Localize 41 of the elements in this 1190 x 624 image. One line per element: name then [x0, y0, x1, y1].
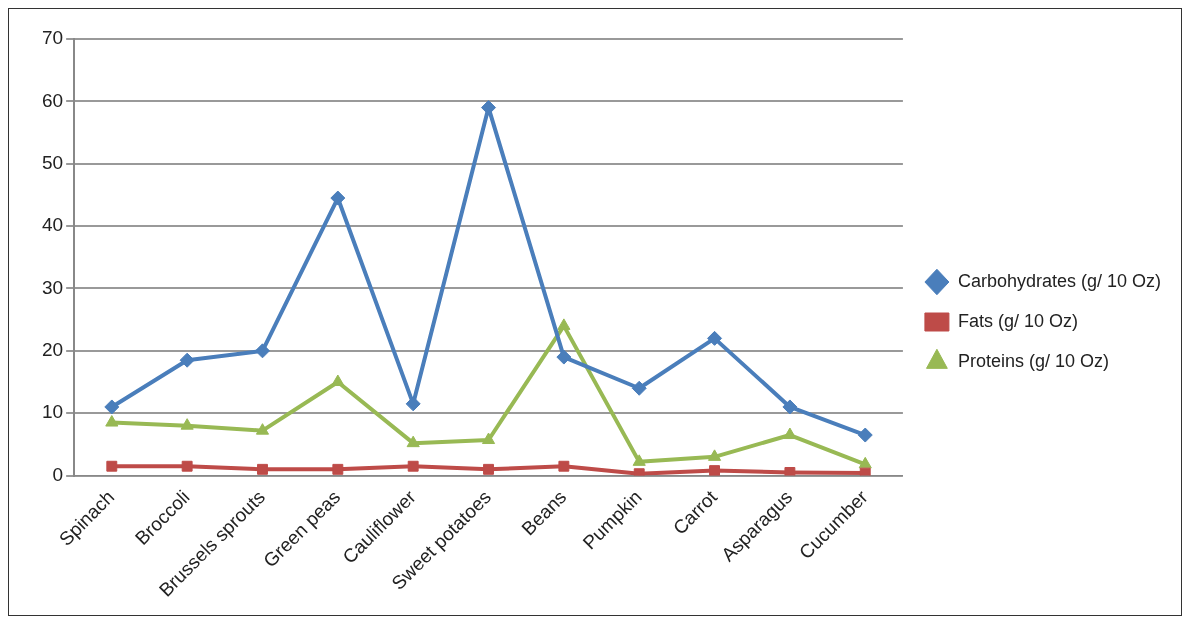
point [330, 190, 346, 206]
point [180, 418, 194, 430]
point [784, 467, 796, 476]
point [332, 463, 344, 475]
point [707, 330, 723, 346]
y-tick-label: 70 [41, 27, 64, 49]
y-tick-label: 20 [41, 339, 64, 361]
point [179, 352, 195, 368]
point [709, 465, 720, 476]
point [181, 460, 193, 472]
y-tick-label: 0 [52, 463, 64, 485]
point [632, 454, 646, 466]
point [631, 380, 647, 396]
point [104, 399, 120, 415]
point [483, 463, 494, 475]
point [106, 460, 118, 472]
legend-label: Fats (g/ 10 Oz) [957, 310, 1078, 331]
point [257, 463, 268, 475]
point [556, 349, 572, 365]
point [254, 343, 270, 359]
y-tick-label: 50 [41, 151, 64, 173]
point [481, 432, 496, 445]
legend-label: Proteins (g/ 10 Oz) [957, 350, 1109, 371]
point [405, 396, 421, 412]
point [407, 460, 419, 472]
y-tick-label: 60 [41, 89, 64, 111]
point [331, 374, 345, 387]
point [557, 318, 571, 330]
point [857, 427, 873, 443]
point [782, 399, 798, 415]
y-tick-label: 30 [41, 276, 64, 298]
point [406, 435, 420, 448]
point [707, 449, 722, 461]
y-tick-label: 40 [41, 214, 64, 236]
y-tick-label: 10 [41, 401, 64, 423]
point [255, 423, 270, 435]
point [105, 415, 119, 427]
legend-label: Carbohydrates (g/ 10 Oz) [957, 270, 1161, 291]
point [859, 467, 871, 476]
point [558, 460, 570, 472]
point [783, 427, 797, 440]
